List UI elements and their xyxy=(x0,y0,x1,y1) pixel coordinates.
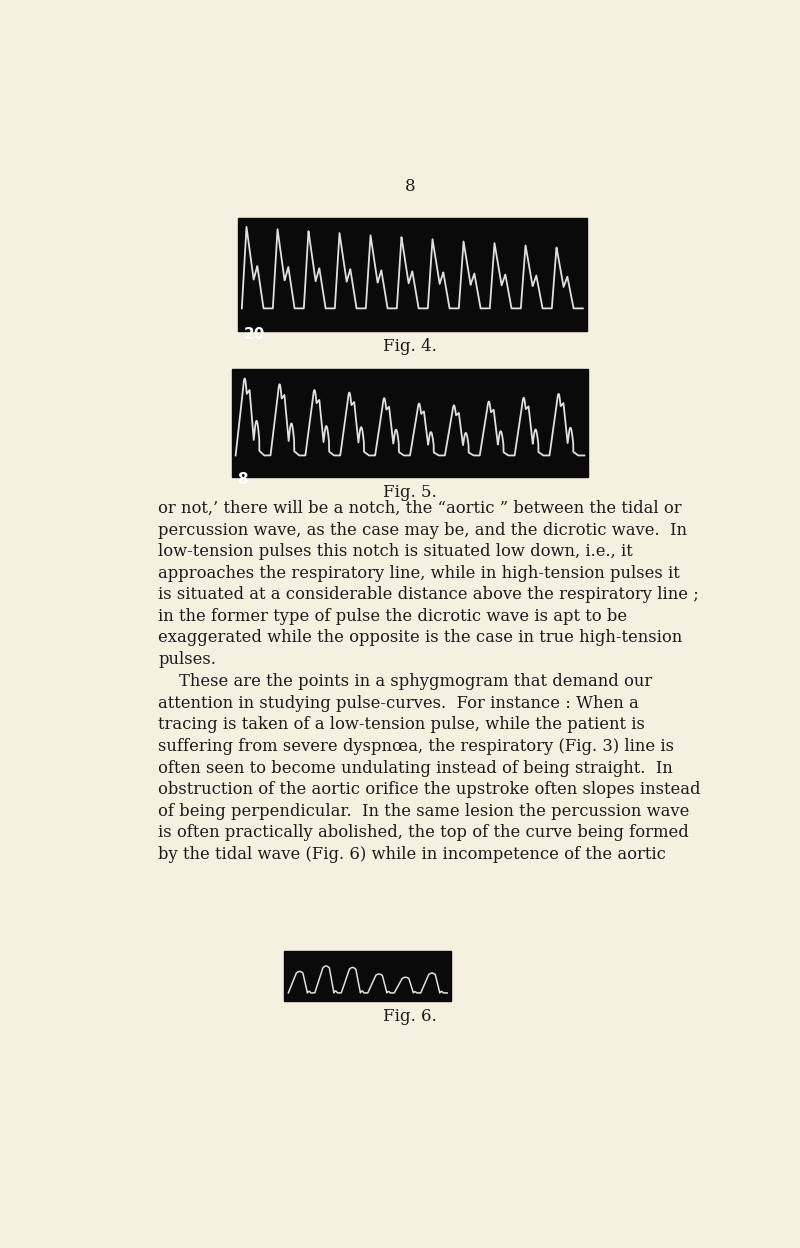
Text: or not,’ there will be a notch, the “aortic ” between the tidal or: or not,’ there will be a notch, the “aor… xyxy=(158,500,682,517)
Text: low-tension pulses this notch is situated low down, i.e., it: low-tension pulses this notch is situate… xyxy=(158,543,633,560)
Text: exaggerated while the opposite is the case in true high-tension: exaggerated while the opposite is the ca… xyxy=(158,629,682,646)
Bar xyxy=(285,951,451,1001)
Text: is often practically abolished, the top of the curve being formed: is often practically abolished, the top … xyxy=(158,824,689,841)
Text: by the tidal wave (Fig. 6) while in incompetence of the aortic: by the tidal wave (Fig. 6) while in inco… xyxy=(158,846,666,862)
Text: obstruction of the aortic orifice the upstroke often slopes instead: obstruction of the aortic orifice the up… xyxy=(158,781,701,799)
Text: in the former type of pulse the dicrotic wave is apt to be: in the former type of pulse the dicrotic… xyxy=(158,608,627,625)
Text: approaches the respiratory line, while in high-tension pulses it: approaches the respiratory line, while i… xyxy=(158,565,680,582)
Text: is situated at a considerable distance above the respiratory line ;: is situated at a considerable distance a… xyxy=(158,587,699,603)
Text: Fig. 6.: Fig. 6. xyxy=(383,1007,437,1025)
Text: tracing is taken of a low-tension pulse, while the patient is: tracing is taken of a low-tension pulse,… xyxy=(158,716,645,734)
Text: attention in studying pulse-curves.  For instance : When a: attention in studying pulse-curves. For … xyxy=(158,695,639,711)
Bar xyxy=(238,217,586,332)
Text: These are the points in a sphygmogram that demand our: These are the points in a sphygmogram th… xyxy=(158,674,652,690)
Text: 8: 8 xyxy=(237,473,248,488)
Text: 20: 20 xyxy=(243,327,265,342)
Text: of being perpendicular.  In the same lesion the percussion wave: of being perpendicular. In the same lesi… xyxy=(158,802,690,820)
Text: Fig. 4.: Fig. 4. xyxy=(383,338,437,356)
Text: often seen to become undulating instead of being straight.  In: often seen to become undulating instead … xyxy=(158,760,673,776)
Text: pulses.: pulses. xyxy=(158,651,216,668)
Text: percussion wave, as the case may be, and the dicrotic wave.  In: percussion wave, as the case may be, and… xyxy=(158,522,687,539)
Text: Fig. 5.: Fig. 5. xyxy=(383,484,437,500)
Text: suffering from severe dyspnœa, the respiratory (Fig. 3) line is: suffering from severe dyspnœa, the respi… xyxy=(158,738,674,755)
Text: 8: 8 xyxy=(405,178,415,195)
Bar xyxy=(232,369,588,477)
